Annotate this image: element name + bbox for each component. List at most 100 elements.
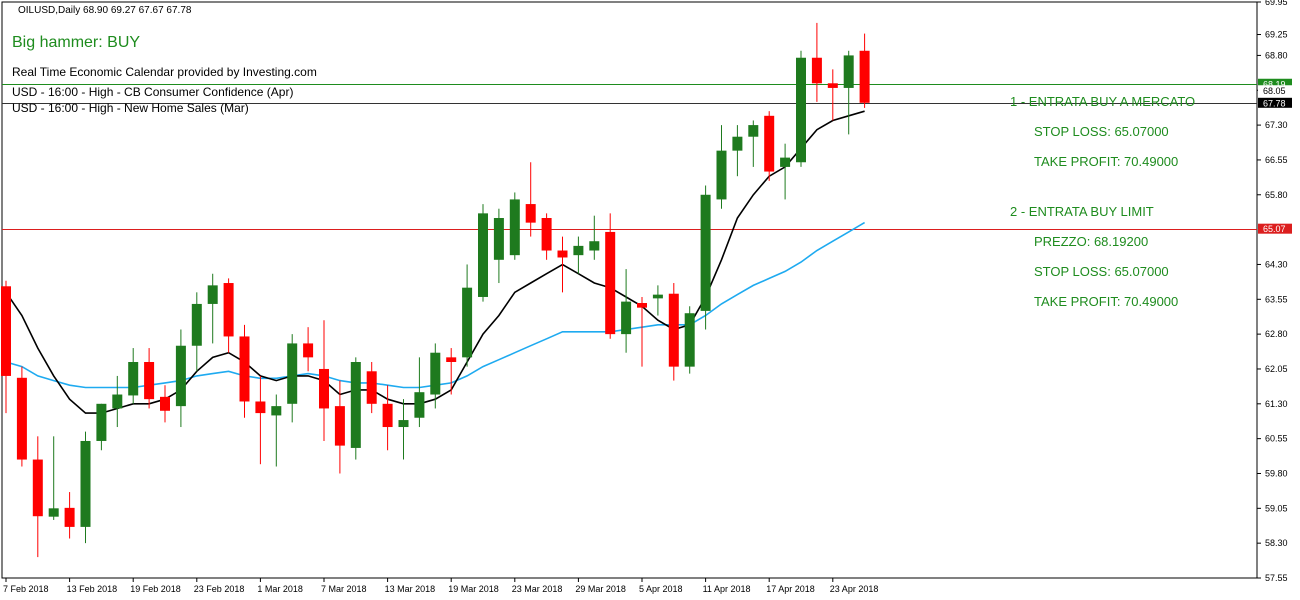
candle-body-bear[interactable]	[64, 507, 75, 527]
x-tick-label: 7 Mar 2018	[321, 584, 367, 594]
candle-body-bull[interactable]	[175, 345, 186, 407]
y-tick-label: 66.55	[1265, 155, 1288, 165]
candle-body-bull[interactable]	[80, 440, 91, 527]
candle-body-bear[interactable]	[144, 362, 155, 400]
candle-body-bull[interactable]	[780, 157, 791, 167]
candle-body-bull[interactable]	[748, 125, 759, 137]
candle-body-bull[interactable]	[843, 55, 854, 88]
y-tick-label: 65.80	[1265, 190, 1288, 200]
y-tick-label: 62.05	[1265, 364, 1288, 374]
x-tick-label: 19 Mar 2018	[448, 584, 499, 594]
price-tag	[1258, 97, 1292, 108]
candle-body-bull[interactable]	[112, 394, 123, 409]
order-price: PREZZO: 68.19200	[1034, 234, 1149, 249]
candle-body-bull[interactable]	[573, 245, 584, 256]
y-tick-label: 61.30	[1265, 399, 1288, 409]
candle-body-bull[interactable]	[493, 218, 504, 260]
y-tick-label: 59.05	[1265, 503, 1288, 513]
price-tag-label: 67.78	[1263, 98, 1286, 108]
candle-body-bear[interactable]	[668, 293, 679, 367]
candle-body-bear[interactable]	[1, 286, 11, 376]
candle-body-bear[interactable]	[764, 115, 775, 172]
price-tag	[1258, 78, 1292, 89]
candle-body-bear[interactable]	[255, 401, 266, 414]
x-tick-label: 13 Feb 2018	[67, 584, 118, 594]
candle-body-bull[interactable]	[287, 343, 298, 404]
candle-body-bull[interactable]	[207, 285, 218, 304]
candle-body-bull[interactable]	[621, 301, 632, 335]
candle-body-bull[interactable]	[509, 199, 520, 256]
candle-body-bear[interactable]	[525, 204, 536, 223]
candle-body-bear[interactable]	[223, 283, 234, 337]
calendar-title: Real Time Economic Calendar provided by …	[12, 65, 317, 79]
candle-body-bull[interactable]	[716, 150, 727, 200]
candle-body-bull[interactable]	[398, 420, 409, 428]
y-tick-label: 63.55	[1265, 294, 1288, 304]
x-tick-label: 17 Apr 2018	[766, 584, 815, 594]
candle-body-bull[interactable]	[796, 57, 806, 163]
y-tick-label: 57.55	[1265, 573, 1288, 583]
signal-label: Big hammer: BUY	[12, 34, 141, 51]
candle-body-bull[interactable]	[191, 303, 202, 346]
candle-body-bull[interactable]	[414, 392, 425, 418]
order-entry-market: 1 - ENTRATA BUY A MERCATO	[1010, 94, 1196, 109]
x-tick-label: 23 Mar 2018	[512, 584, 563, 594]
candle-body-bull[interactable]	[430, 352, 441, 395]
x-tick-label: 23 Feb 2018	[194, 584, 245, 594]
candle-body-bear[interactable]	[827, 83, 838, 88]
candle-body-bull[interactable]	[128, 362, 139, 396]
x-tick-label: 29 Mar 2018	[575, 584, 626, 594]
candle-body-bear[interactable]	[382, 403, 393, 428]
y-tick-label: 59.80	[1265, 468, 1288, 478]
candle-body-bear[interactable]	[859, 50, 870, 103]
candle-body-bear[interactable]	[446, 357, 457, 362]
y-tick-label: 69.25	[1265, 30, 1288, 40]
y-tick-label: 69.95	[1265, 0, 1288, 7]
candle-body-bear[interactable]	[303, 343, 314, 358]
candle-body-bull[interactable]	[350, 362, 361, 448]
candle-body-bull[interactable]	[732, 136, 743, 151]
candle-body-bear[interactable]	[239, 336, 250, 402]
candle-body-bear[interactable]	[541, 218, 552, 251]
calendar-event: USD - 16:00 - High - CB Consumer Confide…	[12, 85, 294, 99]
candle-body-bear[interactable]	[32, 459, 43, 517]
candle-body-bear[interactable]	[334, 406, 345, 446]
candle-body-bull[interactable]	[478, 213, 488, 297]
candle-body-bull[interactable]	[462, 287, 473, 358]
order-take-profit: TAKE PROFIT: 70.49000	[1034, 154, 1179, 169]
order-stop-loss: STOP LOSS: 65.07000	[1034, 264, 1169, 279]
y-tick-label: 62.80	[1265, 329, 1288, 339]
price-tag	[1258, 223, 1292, 234]
candle-body-bull[interactable]	[271, 406, 282, 416]
candle-body-bull[interactable]	[96, 403, 107, 441]
candle-body-bull[interactable]	[589, 241, 600, 251]
candle-body-bear[interactable]	[811, 57, 822, 84]
y-tick-label: 58.30	[1265, 538, 1288, 548]
x-tick-label: 13 Mar 2018	[385, 584, 436, 594]
candle-body-bear[interactable]	[366, 371, 377, 404]
candle-body-bull[interactable]	[652, 294, 663, 299]
candle-body-bull[interactable]	[700, 194, 711, 311]
x-tick-label: 19 Feb 2018	[130, 584, 181, 594]
x-tick-label: 1 Mar 2018	[257, 584, 303, 594]
x-tick-label: 7 Feb 2018	[3, 584, 49, 594]
candle-body-bear[interactable]	[605, 231, 616, 335]
candle-body-bear[interactable]	[160, 396, 170, 411]
candle-body-bull[interactable]	[684, 313, 695, 367]
candle-body-bear[interactable]	[637, 303, 647, 308]
candle-body-bull[interactable]	[48, 508, 59, 517]
y-tick-label: 60.55	[1265, 434, 1288, 444]
calendar-event: USD - 16:00 - High - New Home Sales (Mar…	[12, 101, 249, 115]
y-tick-label: 68.80	[1265, 50, 1288, 60]
order-take-profit: TAKE PROFIT: 70.49000	[1034, 294, 1179, 309]
x-tick-label: 11 Apr 2018	[703, 584, 751, 594]
order-stop-loss: STOP LOSS: 65.07000	[1034, 124, 1169, 139]
candle-body-bear[interactable]	[16, 377, 27, 460]
x-tick-label: 23 Apr 2018	[830, 584, 879, 594]
candle-body-bear[interactable]	[557, 250, 568, 258]
price-tag-label: 68.19	[1263, 79, 1286, 89]
order-entry-limit: 2 - ENTRATA BUY LIMIT	[1010, 204, 1154, 219]
candle-body-bear[interactable]	[319, 368, 329, 409]
y-tick-label: 64.30	[1265, 259, 1288, 269]
